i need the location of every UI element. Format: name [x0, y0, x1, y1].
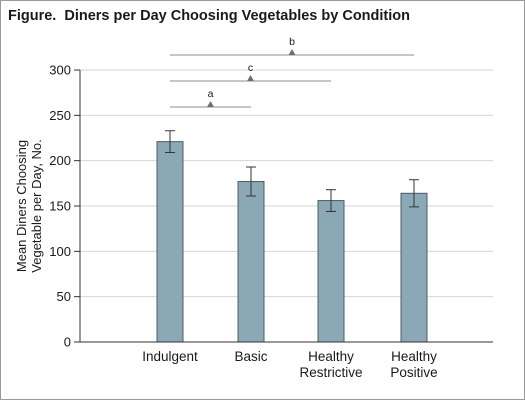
figure-title: Figure. Diners per Day Choosing Vegetable… — [8, 8, 410, 24]
bar — [237, 181, 265, 343]
figure-title-text: Diners per Day Choosing Vegetables by Co… — [64, 8, 410, 24]
x-tick-label: Restrictive — [299, 365, 362, 380]
y-tick-label: 50 — [57, 289, 71, 304]
y-tick-label: 150 — [49, 199, 71, 214]
gridlines — [80, 69, 493, 298]
figure-label: Figure. — [8, 8, 57, 24]
error-bars — [165, 130, 419, 212]
bar — [400, 192, 428, 343]
y-tick-label: 300 — [49, 63, 71, 78]
y-tick-label: 0 — [64, 335, 71, 350]
bar — [317, 200, 345, 343]
x-axis: Indulgent Basic HealthyRestrictiveHealthyP… — [80, 341, 493, 380]
x-tick-label: Positive — [390, 365, 437, 380]
significance-label: a — [208, 88, 214, 100]
y-tick-label: 200 — [49, 153, 71, 168]
significance-marker — [247, 75, 254, 81]
x-tick-label: Indulgent — [142, 349, 198, 364]
bars — [156, 141, 428, 343]
y-tick-label: 100 — [49, 244, 71, 259]
x-tick-label: Basic — [234, 349, 267, 364]
y-axis: 0 50 100 150 200 250 300 — [49, 63, 81, 350]
significance-brackets: a c b — [170, 36, 414, 108]
significance-label: c — [248, 62, 253, 74]
bar — [156, 141, 184, 343]
x-tick-label: Healthy — [391, 349, 437, 364]
significance-marker — [288, 49, 296, 55]
y-axis-label-line: Mean Diners Choosing — [14, 140, 29, 272]
y-axis-label-line: Vegetable per Day, No. — [29, 139, 44, 272]
significance-label: b — [289, 36, 295, 48]
y-tick-label: 250 — [49, 108, 71, 123]
significance-marker — [207, 101, 214, 107]
y-axis-label: Mean Diners ChoosingVegetable per Day, N… — [14, 139, 44, 272]
x-tick-label: Healthy — [308, 349, 354, 364]
